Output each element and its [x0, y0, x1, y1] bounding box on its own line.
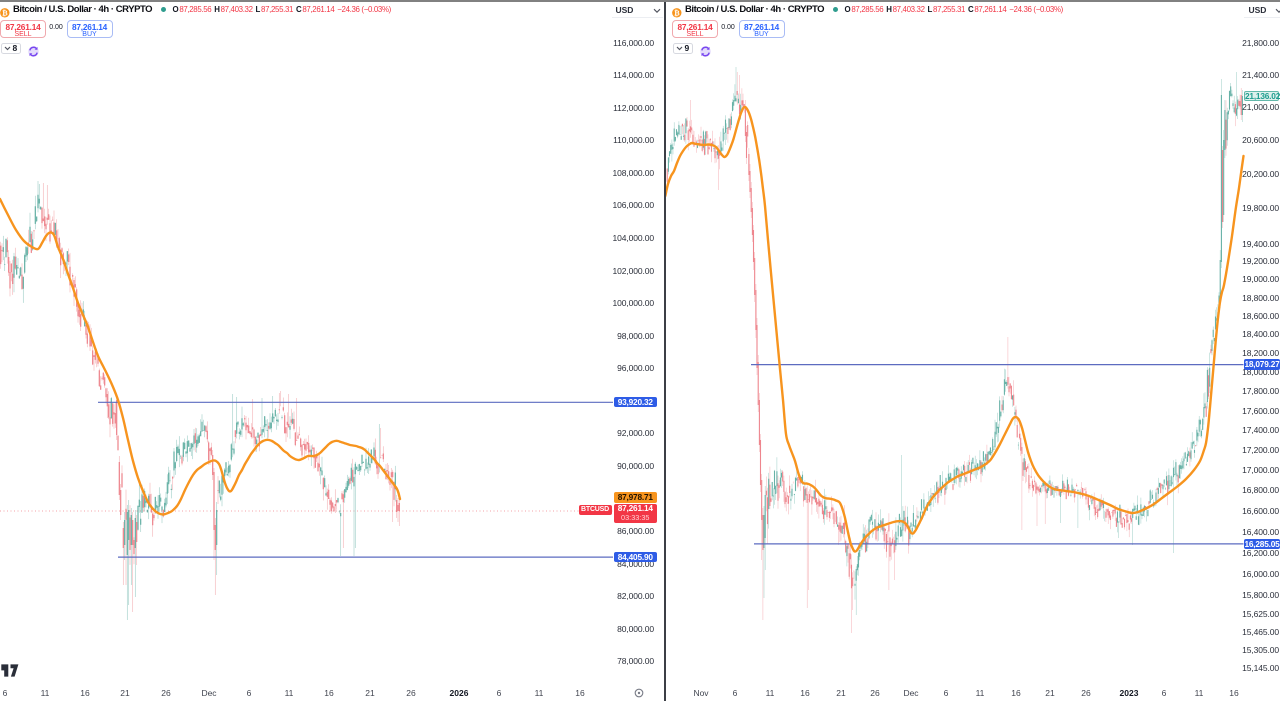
svg-text:₿: ₿ [2, 9, 8, 17]
svg-text:₿: ₿ [674, 9, 680, 17]
